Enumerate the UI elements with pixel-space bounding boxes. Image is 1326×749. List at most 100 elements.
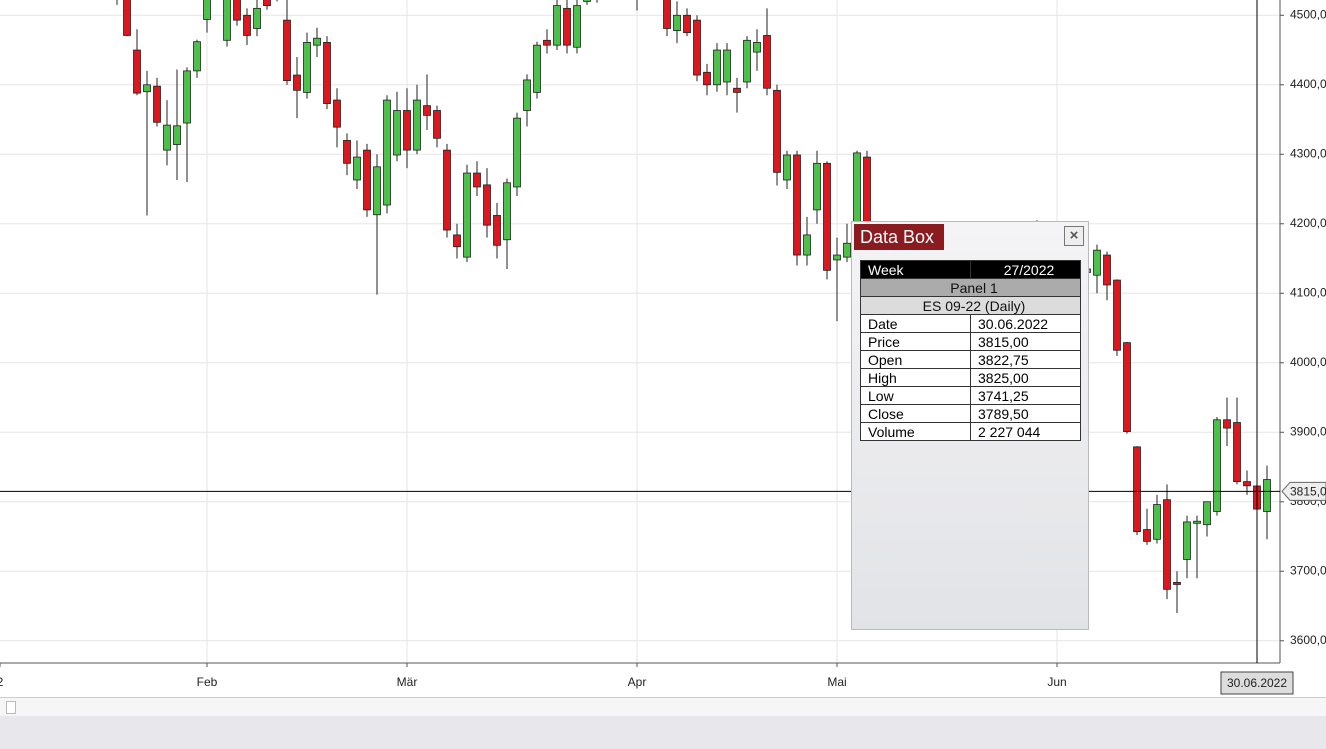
- x-tick-label: 2: [0, 675, 4, 689]
- candle-body: [663, 0, 671, 29]
- candle-body: [823, 162, 831, 271]
- candle-body: [1263, 479, 1271, 512]
- x-tick-label: Jun: [1047, 675, 1066, 689]
- candle-body: [193, 41, 201, 72]
- candle-body: [583, 0, 591, 2]
- candle-body: [293, 74, 301, 91]
- candle-body: [1243, 481, 1251, 487]
- candle-body: [303, 41, 311, 93]
- candle-body: [473, 172, 481, 188]
- price-marker: [1281, 481, 1326, 501]
- candle-body: [813, 162, 821, 211]
- row-label: Close: [860, 404, 971, 423]
- candle-body: [523, 79, 531, 111]
- candle-body: [1093, 249, 1101, 276]
- candle-body: [253, 7, 261, 29]
- row-value: 3825,00: [970, 368, 1081, 387]
- row-label: Price: [860, 332, 971, 351]
- candle-body: [173, 125, 181, 145]
- candle-body: [763, 35, 771, 89]
- scrollbar[interactable]: [0, 697, 1326, 717]
- candle-body: [1223, 419, 1231, 429]
- candle-body: [133, 49, 141, 94]
- row-value: 2 227 044: [970, 422, 1081, 441]
- candle-body: [1193, 520, 1201, 524]
- candle-body: [783, 154, 791, 181]
- candle-body: [1143, 529, 1151, 542]
- candle-body: [403, 110, 411, 151]
- candle-body: [773, 89, 781, 173]
- crosshair-date-label: 30.06.2022: [1227, 676, 1287, 690]
- data-row: Open 3822,75: [860, 350, 1081, 369]
- candle-body: [1233, 422, 1241, 483]
- panel-label: Panel 1: [860, 278, 1081, 297]
- row-value: 30.06.2022: [970, 314, 1081, 333]
- candle-body: [533, 44, 541, 93]
- candle-body: [433, 110, 441, 139]
- candle-body: [1183, 521, 1191, 560]
- data-row: Volume 2 227 044: [860, 422, 1081, 441]
- candle-body: [373, 166, 381, 216]
- x-tick-label: Feb: [197, 675, 218, 689]
- row-value: 3815,00: [970, 332, 1081, 351]
- candle-body: [513, 117, 521, 188]
- y-tick-label: 4400,00: [1290, 77, 1326, 91]
- data-row: Close 3789,50: [860, 404, 1081, 423]
- candle-body: [283, 19, 291, 82]
- candle-body: [1213, 419, 1221, 512]
- candle-body: [843, 242, 851, 258]
- candle-body: [323, 41, 331, 104]
- y-tick-label: 4100,00: [1290, 285, 1326, 299]
- candle-body: [493, 215, 501, 246]
- data-box: Data Box × Week 27/2022 Panel 1 ES 09-22 …: [851, 221, 1089, 630]
- candle-body: [203, 0, 211, 20]
- x-tick-label: Mär: [397, 675, 418, 689]
- candle-body: [673, 14, 681, 31]
- candle-body: [393, 110, 401, 156]
- candle-body: [163, 124, 171, 151]
- candle-body: [483, 184, 491, 226]
- candle-body: [863, 156, 871, 231]
- candle-body: [453, 234, 461, 248]
- candle-body: [1153, 504, 1161, 540]
- candle-body: [1163, 499, 1171, 590]
- candle-body: [553, 5, 561, 46]
- candle-body: [423, 105, 431, 116]
- x-tick-label: Apr: [628, 675, 647, 689]
- candle-body: [793, 154, 801, 256]
- candle-body: [153, 85, 161, 123]
- data-row: Price 3815,00: [860, 332, 1081, 351]
- candle-body: [333, 99, 341, 128]
- candle-body: [363, 149, 371, 211]
- x-tick-label: Mai: [827, 675, 846, 689]
- data-row: Date 30.06.2022: [860, 314, 1081, 333]
- candle-body: [383, 99, 391, 206]
- row-label: Open: [860, 350, 971, 369]
- close-button[interactable]: ×: [1064, 226, 1084, 246]
- candle-body: [223, 0, 231, 41]
- y-tick-label: 4300,00: [1290, 146, 1326, 160]
- candle-body: [563, 7, 571, 46]
- data-row: Low 3741,25: [860, 386, 1081, 405]
- candle-body: [803, 234, 811, 256]
- candle-body: [143, 84, 151, 93]
- candle-body: [463, 172, 471, 258]
- row-value: 3741,25: [970, 386, 1081, 405]
- candle-body: [723, 49, 731, 83]
- chart: 3600,003700,003800,003900,004000,004100,…: [0, 0, 1326, 695]
- header-label: Week: [860, 260, 971, 279]
- crosshair-price-label: 3815,00: [1290, 485, 1326, 499]
- candle-body: [503, 182, 511, 241]
- candle-body: [1203, 501, 1211, 526]
- y-tick-label: 4500,00: [1290, 7, 1326, 21]
- candle-body: [343, 139, 351, 164]
- candle-body: [733, 87, 741, 93]
- candle-body: [413, 99, 421, 151]
- candle-body: [683, 14, 691, 34]
- candle-body: [753, 41, 761, 53]
- candle-body: [1173, 581, 1181, 585]
- candle-body: [1103, 254, 1111, 286]
- header-value: 27/2022: [970, 260, 1081, 279]
- y-tick-label: 3700,00: [1290, 563, 1326, 577]
